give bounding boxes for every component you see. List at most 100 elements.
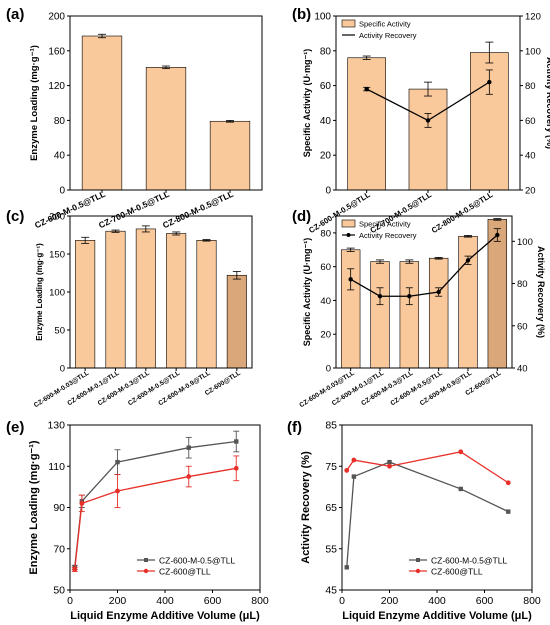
panel-d-category-label: CZ-600-M-0.03@TLL: [298, 370, 355, 409]
panel-d-recovery-point: [436, 289, 441, 295]
panel-f-series-point: [505, 480, 511, 486]
panel-e-xtick-label: 600: [204, 595, 222, 607]
panel-a-frame: [69, 15, 263, 191]
panel-e-panel-label: (e): [6, 419, 24, 436]
panel-e-ytick-label: 90: [53, 502, 65, 514]
panel-f-ytick-label: 45: [325, 585, 337, 597]
panel-e-legend-label: CZ-600-M-0.5@TLL: [159, 556, 235, 566]
panel-f-series-point: [387, 463, 392, 469]
panel-f-series-point: [458, 449, 464, 455]
panel-f-ytick-label: 85: [325, 420, 337, 432]
panel-a-ylabel: Enzyme Loading (mg·g⁻¹): [29, 45, 40, 161]
panel-c-category-label: CZ-600-M-0.5@TLL: [127, 370, 181, 407]
panel-e-xtick-label: 200: [109, 595, 127, 607]
panel-a-bar: [209, 120, 251, 191]
panel-c-ytick-label: 150: [49, 250, 65, 261]
panel-a-ytick-label: 40: [54, 151, 66, 162]
panel-a-ytick-label: 0: [59, 186, 65, 197]
panel-d-y2tick-label: 80: [517, 279, 528, 290]
panel-f-panel-label: (f): [287, 419, 302, 436]
panel-d-y2tick-label: 60: [517, 321, 528, 332]
panel-f-xtick-label: 600: [476, 595, 494, 607]
panel-a-ytick-label: 120: [48, 81, 65, 92]
panel-d-frame: [335, 215, 513, 369]
panel-b-legend-swatch-bar: [341, 19, 356, 28]
panel-f-ytick-label: 65: [325, 502, 337, 514]
panel-c-bar: [75, 240, 96, 369]
panel-c-category-label: CZ-600-M-0.1@TLL: [66, 370, 120, 407]
panel-b-frame: [335, 15, 521, 191]
panel-f-series-point: [458, 486, 463, 492]
panel-b-y2tick-label: 60: [525, 116, 536, 127]
panel-f-xtick-label: 200: [381, 595, 399, 607]
panel-d-legend-swatch-dot: [346, 233, 351, 237]
panel-e-xlabel: Liquid Enzyme Additive Volume (μL): [70, 610, 260, 622]
panel-d-recovery-point: [465, 258, 471, 263]
panel-b-ytick-label: 40: [320, 116, 332, 127]
panel-b-ytick-label: 0: [325, 186, 331, 197]
panel-e-legend-marker: [144, 558, 148, 562]
panel-a-ytick-label: 200: [48, 12, 65, 23]
panel-d-category-label: CZ-600-M-0.1@TLL: [331, 370, 385, 407]
panel-e-series-line: [74, 440, 237, 568]
panel-d-legend-swatch-bar: [341, 219, 356, 228]
panel-b-legend-label-bar: Specific Activity: [359, 20, 411, 29]
panel-d-y2tick-label: 40: [517, 364, 528, 375]
panel-e-legend-marker: [143, 568, 149, 574]
panel-b-bar: [347, 57, 386, 191]
panel-a-ytick-label: 80: [54, 116, 66, 127]
panel-b-recovery-point: [425, 118, 431, 123]
panel-b-ytick-label: 100: [314, 12, 331, 23]
panel-d-y2tick-label: 100: [517, 237, 533, 248]
panel-b-category-label: CZ-800-M-0.5@TLL: [430, 190, 495, 235]
panel-c-ytick-label: 200: [49, 212, 65, 223]
panel-b-ytick-label: 60: [320, 81, 332, 92]
panel-c-ytick-label: 100: [49, 288, 65, 299]
panel-a-category-label: CZ-700-M-0.5@TLL: [97, 189, 171, 231]
panel-e-xtick-label: 800: [251, 595, 269, 607]
panel-f-ylabel: Activity Recovery (%): [300, 451, 312, 564]
panel-b-ytick-label: 20: [320, 151, 332, 162]
panel-c-ylabel: Enzyme Loading (mg·g⁻¹): [35, 243, 44, 341]
panel-e-ytick-label: 50: [53, 585, 65, 597]
panel-f-series-point: [387, 459, 392, 465]
panel-c-panel-label: (c): [6, 208, 24, 225]
panel-c-ytick-label: 0: [60, 364, 65, 375]
panel-d-ytick-label: 60: [320, 262, 331, 273]
panel-c-category-label: CZ-600-M-0.03@TLL: [33, 370, 90, 409]
panel-f-xtick-label: 0: [339, 595, 345, 607]
panel-f-ytick-label: 75: [325, 461, 337, 473]
panel-b-y2tick-label: 40: [525, 151, 536, 162]
panel-e-ytick-label: 130: [47, 420, 65, 432]
panel-d-bar: [399, 261, 420, 369]
panel-c-category-label: CZ-600-M-0.9@TLL: [157, 370, 211, 407]
panel-b-y2tick-label: 120: [525, 12, 541, 23]
panel-d-legend-label-bar: Specific Activity: [359, 220, 411, 229]
panel-e-ytick-label: 70: [53, 543, 65, 555]
panel-d-recovery-point: [348, 277, 353, 282]
panel-a-panel-label: (a): [6, 6, 24, 23]
panel-f-xtick-label: 800: [523, 595, 541, 607]
panel-e-series-point: [72, 566, 78, 572]
panel-e-series-point: [79, 500, 85, 506]
panel-c-frame: [69, 215, 253, 369]
panel-e-series-point: [186, 445, 191, 450]
panel-e-legend-label: CZ-600@TLL: [159, 567, 211, 577]
panel-d-ytick-label: 20: [320, 330, 331, 341]
panel-d-bar: [428, 257, 449, 369]
panel-e-series-point: [115, 488, 120, 494]
panel-e-series-point: [186, 474, 192, 479]
panel-e-series-point: [234, 439, 239, 444]
panel-e-xtick-label: 0: [67, 595, 73, 607]
panel-f-series-line: [346, 461, 509, 568]
panel-b-ytick-label: 80: [320, 46, 332, 57]
panel-c-bar: [196, 240, 217, 369]
panel-e-ylabel: Enzyme Loading (mg·g⁻¹): [28, 440, 40, 574]
panel-d-ytick-label: 80: [320, 228, 331, 239]
panel-f-legend-label: CZ-600-M-0.5@TLL: [431, 556, 507, 566]
panel-f-series-point: [506, 509, 511, 514]
panel-d-recovery-line: [350, 234, 498, 297]
panel-f-xtick-label: 400: [428, 595, 446, 607]
panel-d-recovery-point: [407, 294, 412, 299]
panel-a-ytick-label: 160: [48, 46, 65, 57]
